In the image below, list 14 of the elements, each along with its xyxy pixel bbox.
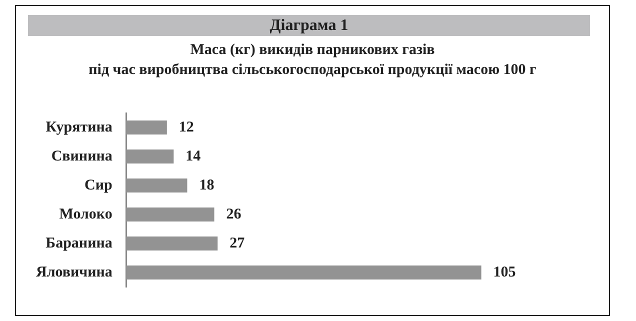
data-label: 26 — [226, 206, 242, 222]
chart-title: Діаграма 1 — [28, 15, 590, 36]
y-tick-label: Сир — [84, 177, 112, 194]
data-label: 105 — [493, 264, 516, 280]
y-tick-label: Молоко — [59, 206, 112, 222]
data-label: 12 — [178, 119, 194, 136]
y-tick-label: Свинина — [51, 148, 113, 164]
y-tick-label: Яловичина — [36, 264, 113, 280]
y-tick-label: Курятина — [46, 119, 113, 136]
data-label: 27 — [230, 235, 246, 252]
data-label: 18 — [199, 177, 214, 194]
chart-subtitle: Маса (кг) викидів парникових газів під час виробництва сільськогосподарської продукції масою 100 г — [88, 41, 538, 80]
data-label: 14 — [186, 148, 202, 164]
y-tick-label: Баранина — [46, 235, 113, 252]
